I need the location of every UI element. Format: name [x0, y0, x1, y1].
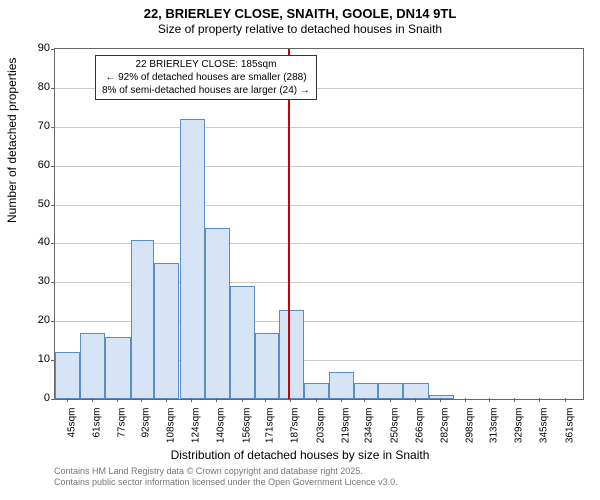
xtick-label: 298sqm	[465, 408, 476, 458]
histogram-bar	[205, 228, 230, 399]
histogram-bar	[354, 383, 378, 399]
ytick-mark	[51, 321, 55, 322]
ytick-label: 60	[20, 159, 50, 171]
xtick-label: 171sqm	[265, 408, 276, 458]
annotation-line3: 8% of semi-detached houses are larger (2…	[102, 84, 310, 97]
xtick-mark	[341, 398, 342, 402]
xtick-mark	[514, 398, 515, 402]
xtick-mark	[141, 398, 142, 402]
xtick-mark	[92, 398, 93, 402]
ytick-label: 80	[20, 81, 50, 93]
xtick-mark	[67, 398, 68, 402]
xtick-label: 124sqm	[191, 408, 202, 458]
xtick-label: 282sqm	[440, 408, 451, 458]
ytick-label: 20	[20, 314, 50, 326]
xtick-mark	[166, 398, 167, 402]
xtick-mark	[465, 398, 466, 402]
xtick-mark	[539, 398, 540, 402]
xtick-label: 61sqm	[91, 408, 102, 458]
gridline	[55, 127, 583, 128]
ytick-mark	[51, 399, 55, 400]
ytick-mark	[51, 243, 55, 244]
ytick-label: 90	[20, 42, 50, 54]
ytick-label: 40	[20, 236, 50, 248]
attribution-line1: Contains HM Land Registry data © Crown c…	[54, 466, 398, 477]
histogram-bar	[403, 383, 428, 399]
histogram-bar	[180, 119, 205, 399]
annotation-line2: ← 92% of detached houses are smaller (28…	[102, 71, 310, 84]
xtick-mark	[440, 398, 441, 402]
xtick-mark	[290, 398, 291, 402]
xtick-mark	[117, 398, 118, 402]
attribution-text: Contains HM Land Registry data © Crown c…	[54, 466, 398, 488]
chart-title-sub: Size of property relative to detached ho…	[0, 22, 600, 36]
xtick-mark	[390, 398, 391, 402]
ytick-label: 0	[20, 392, 50, 404]
histogram-bar	[304, 383, 329, 399]
xtick-label: 250sqm	[389, 408, 400, 458]
ytick-mark	[51, 166, 55, 167]
xtick-label: 234sqm	[364, 408, 375, 458]
xtick-label: 329sqm	[514, 408, 525, 458]
marker-line	[288, 49, 290, 399]
annotation-box: 22 BRIERLEY CLOSE: 185sqm ← 92% of detac…	[95, 55, 317, 100]
xtick-mark	[316, 398, 317, 402]
xtick-mark	[364, 398, 365, 402]
xtick-label: 156sqm	[241, 408, 252, 458]
xtick-mark	[216, 398, 217, 402]
xtick-label: 361sqm	[564, 408, 575, 458]
xtick-mark	[489, 398, 490, 402]
histogram-bar	[131, 240, 155, 399]
plot-area: 22 BRIERLEY CLOSE: 185sqm ← 92% of detac…	[54, 48, 584, 400]
xtick-label: 187sqm	[290, 408, 301, 458]
xtick-mark	[242, 398, 243, 402]
xtick-label: 140sqm	[216, 408, 227, 458]
xtick-label: 92sqm	[140, 408, 151, 458]
gridline	[55, 205, 583, 206]
attribution-line2: Contains public sector information licen…	[54, 477, 398, 488]
ytick-mark	[51, 88, 55, 89]
gridline	[55, 166, 583, 167]
xtick-mark	[415, 398, 416, 402]
ytick-mark	[51, 205, 55, 206]
ytick-mark	[51, 49, 55, 50]
ytick-mark	[51, 282, 55, 283]
xtick-label: 219sqm	[340, 408, 351, 458]
chart-title-main: 22, BRIERLEY CLOSE, SNAITH, GOOLE, DN14 …	[0, 6, 600, 21]
xtick-mark	[565, 398, 566, 402]
histogram-bar	[329, 372, 354, 399]
ytick-mark	[51, 127, 55, 128]
xtick-label: 345sqm	[539, 408, 550, 458]
xtick-label: 45sqm	[66, 408, 77, 458]
histogram-bar	[154, 263, 179, 399]
histogram-bar	[105, 337, 130, 399]
histogram-bar	[378, 383, 403, 399]
xtick-label: 108sqm	[165, 408, 176, 458]
xtick-label: 313sqm	[489, 408, 500, 458]
annotation-line1: 22 BRIERLEY CLOSE: 185sqm	[102, 58, 310, 71]
xtick-mark	[191, 398, 192, 402]
xtick-label: 266sqm	[414, 408, 425, 458]
histogram-bar	[230, 286, 255, 399]
histogram-bar	[255, 333, 279, 399]
histogram-bar	[55, 352, 80, 399]
xtick-label: 77sqm	[117, 408, 128, 458]
histogram-bar	[279, 310, 304, 399]
histogram-bar	[80, 333, 105, 399]
ytick-label: 50	[20, 198, 50, 210]
ytick-label: 30	[20, 275, 50, 287]
y-axis-label: Number of detached properties	[5, 58, 19, 223]
chart-container: { "title_line1": "22, BRIERLEY CLOSE, SN…	[0, 0, 600, 500]
ytick-label: 70	[20, 120, 50, 132]
ytick-label: 10	[20, 353, 50, 365]
xtick-mark	[265, 398, 266, 402]
xtick-label: 203sqm	[315, 408, 326, 458]
